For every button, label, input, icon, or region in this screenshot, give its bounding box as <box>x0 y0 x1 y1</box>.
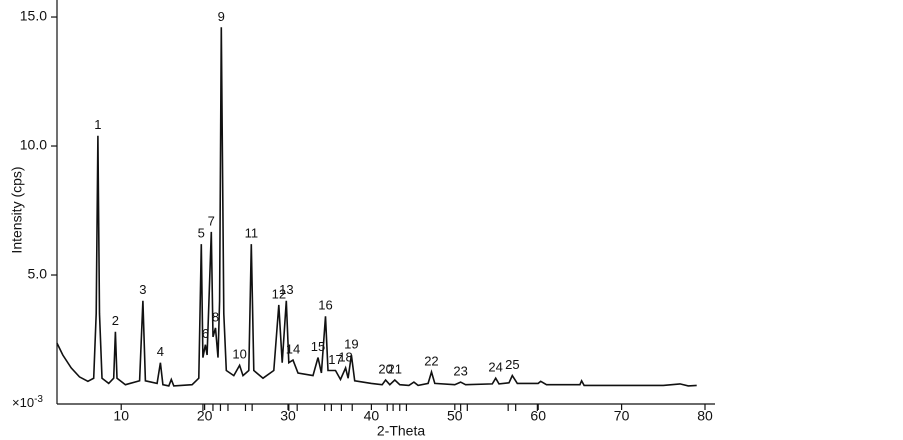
peak-label: 13 <box>279 282 293 297</box>
peak-label: 1 <box>94 117 101 132</box>
peak-label: 3 <box>139 282 146 297</box>
peak-label: 8 <box>212 309 219 324</box>
x-tick-label: 70 <box>614 408 630 424</box>
x-tick-label: 20 <box>197 408 213 424</box>
y-axis-label: Intensity (cps) <box>9 166 25 253</box>
multiplier-base: ×10 <box>12 395 34 410</box>
peak-label: 20 <box>378 361 392 376</box>
peak-label: 6 <box>202 326 209 341</box>
x-tick-label: 80 <box>697 408 713 424</box>
x-tick-label: 30 <box>280 408 296 424</box>
y-tick-label: 5.0 <box>28 266 48 282</box>
peak-label: 17 <box>328 352 342 367</box>
peak-label: 21 <box>388 361 402 376</box>
peak-label: 18 <box>338 349 352 364</box>
peak-label: 9 <box>218 9 225 24</box>
x-tick-label: 50 <box>447 408 463 424</box>
peak-label: 22 <box>424 353 438 368</box>
intensity-line <box>56 27 697 387</box>
peak-label: 7 <box>208 213 215 228</box>
multiplier-exponent: -3 <box>34 394 43 405</box>
y-multiplier: ×10-3 <box>12 394 43 411</box>
y-tick-label: 10.0 <box>20 137 47 153</box>
x-tick-label: 60 <box>530 408 546 424</box>
peak-label: 16 <box>318 298 332 313</box>
peak-label: 19 <box>344 336 358 351</box>
peak-label: 10 <box>232 347 246 362</box>
x-tick-label: 10 <box>113 408 129 424</box>
x-axis-label: 2-Theta <box>377 423 425 439</box>
peak-label: 15 <box>311 339 325 354</box>
peak-label: 23 <box>453 364 467 379</box>
peak-label: 25 <box>505 357 519 372</box>
peak-label: 2 <box>112 313 119 328</box>
peak-label: 24 <box>488 360 502 375</box>
peak-label: 5 <box>198 225 205 240</box>
peak-label: 4 <box>157 344 164 359</box>
peak-label: 14 <box>286 342 300 357</box>
x-tick-label: 40 <box>364 408 380 424</box>
peak-label: 12 <box>272 286 286 301</box>
y-tick-label: 15.0 <box>20 8 47 24</box>
peak-label: 11 <box>245 225 259 240</box>
